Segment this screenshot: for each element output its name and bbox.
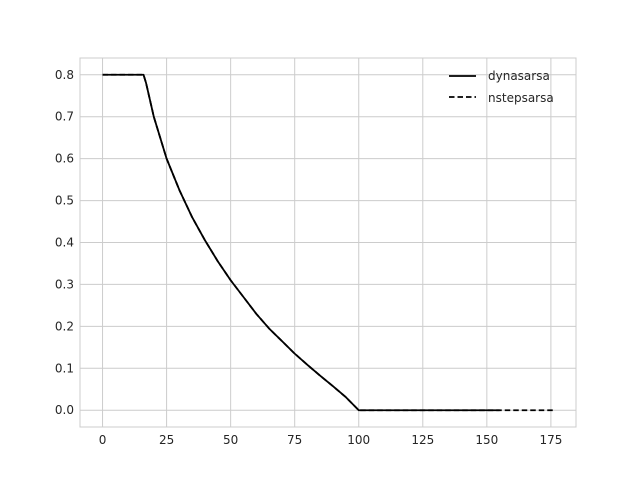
series-lines [102, 73, 554, 412]
legend-label-dynasarsa: dynasarsa [488, 69, 550, 83]
series-line-nstepsarsa [102, 73, 554, 412]
x-axis-ticks: 0 25 50 75 100 125 150 175 [99, 433, 563, 447]
y-tick-label: 0.7 [55, 110, 74, 124]
x-tick-label: 0 [99, 433, 107, 447]
y-tick-label: 0.8 [55, 68, 74, 82]
legend: dynasarsa nstepsarsa [449, 69, 554, 105]
y-tick-label: 0.1 [55, 361, 74, 375]
legend-label-nstepsarsa: nstepsarsa [488, 91, 554, 105]
x-tick-label: 50 [223, 433, 238, 447]
y-tick-label: 0.6 [55, 152, 74, 166]
y-axis-ticks: 0.0 0.1 0.2 0.3 0.4 0.5 0.6 0.7 0.8 [55, 68, 74, 417]
grid [80, 58, 576, 427]
x-tick-label: 100 [347, 433, 370, 447]
x-tick-label: 175 [539, 433, 562, 447]
y-tick-label: 0.3 [55, 277, 74, 291]
plot-frame [79, 57, 577, 428]
y-tick-label: 0.5 [55, 194, 74, 208]
y-tick-label: 0.2 [55, 319, 74, 333]
x-tick-label: 75 [287, 433, 302, 447]
x-tick-label: 25 [159, 433, 174, 447]
x-tick-label: 125 [411, 433, 434, 447]
x-tick-label: 150 [475, 433, 498, 447]
y-tick-label: 0.4 [55, 236, 74, 250]
y-tick-label: 0.0 [55, 403, 74, 417]
